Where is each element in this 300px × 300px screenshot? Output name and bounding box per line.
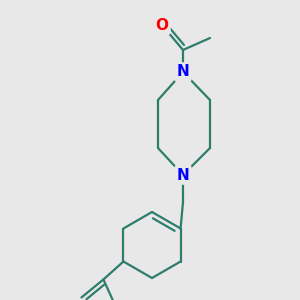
Text: N: N	[177, 167, 189, 182]
Text: N: N	[177, 64, 189, 80]
Text: O: O	[155, 17, 169, 32]
